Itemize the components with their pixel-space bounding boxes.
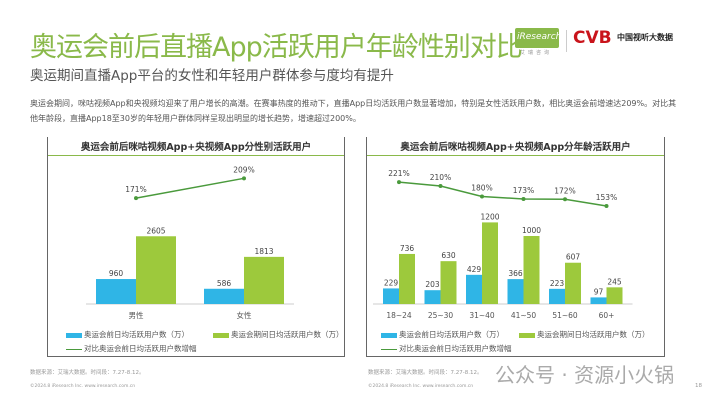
- bar-value-label: 1200: [480, 212, 499, 221]
- bar-before: [383, 288, 399, 304]
- category-label: 25~30: [428, 311, 454, 320]
- growth-label: 173%: [513, 186, 534, 195]
- page-number: 18: [695, 383, 702, 389]
- legend-before: 奥运会前日均活跃用户数（万）: [381, 329, 504, 340]
- bar-value-label: 1000: [522, 226, 541, 235]
- bar-during: [482, 222, 498, 304]
- bar-value-label: 429: [467, 265, 482, 274]
- bar-before: [507, 279, 524, 304]
- growth-point: [438, 184, 443, 188]
- growth-line: [398, 181, 607, 207]
- logo-divider: [566, 30, 567, 52]
- bar-during: [136, 236, 176, 304]
- bar-value-label: 366: [508, 269, 523, 278]
- category-label: 60+: [599, 311, 615, 320]
- bar-during: [440, 261, 457, 304]
- iresearch-logo-sub: 艾瑞咨询: [520, 50, 553, 56]
- bar-before: [590, 297, 607, 304]
- growth-label: 209%: [233, 165, 254, 174]
- source-note-left: 数据来源：艾瑞大数据。时间段：7.27-8.12。: [30, 370, 145, 376]
- chart-title: 奥运会前后咪咕视频App+央视频App分性别活跃用户: [80, 142, 312, 153]
- cvb-logo-text: 中国视听大数据: [617, 33, 673, 42]
- chart-title: 奥运会前后咪咕视频App+央视频App分年龄活跃用户: [400, 142, 631, 153]
- bar-during: [565, 262, 581, 304]
- bar-value-label: 630: [441, 251, 456, 260]
- bar-value-label: 2605: [146, 226, 165, 235]
- category-label: 51~60: [552, 311, 578, 320]
- watermark: 公众号 · 资源小火锅: [495, 363, 675, 387]
- growth-label: 172%: [554, 186, 575, 195]
- age-chart-panel: 奥运会前后咪咕视频App+央视频App分年龄活跃用户 229 736 18~24 20…: [366, 137, 665, 357]
- growth-label: 221%: [388, 169, 409, 178]
- bar-before: [549, 288, 565, 304]
- legend-growth: 对比奥运会前日均活跃用户数增幅: [66, 343, 197, 354]
- age-chart: 229 736 18~24 203 630 25~30 429 1200 31~40 366 100…: [373, 169, 633, 320]
- bar-value-label: 1813: [254, 247, 273, 256]
- cvb-logo: CVB: [573, 28, 612, 48]
- bar-value-label: 245: [607, 277, 622, 286]
- gender-chart: 960 2605 男性 586 1813 女性 171% 209%: [86, 165, 294, 320]
- growth-point: [242, 176, 246, 181]
- page-title: 奥运会前后直播App活跃用户年龄性别对比: [30, 32, 523, 63]
- growth-point: [480, 194, 484, 199]
- category-label: 41~50: [511, 311, 537, 320]
- gender-chart-panel: 奥运会前后咪咕视频App+央视频App分性别活跃用户 960 2605 男性 586 1…: [47, 137, 345, 357]
- bar-value-label: 203: [425, 280, 440, 289]
- title-divider: [48, 155, 344, 156]
- growth-point: [397, 180, 401, 185]
- bar-value-label: 960: [109, 269, 124, 278]
- body-text: 奥运会期间，咪咕视频App和央视频均迎来了用户增长的高潮。在赛事热度的推动下，直…: [30, 99, 677, 123]
- growth-label: 180%: [471, 184, 492, 193]
- growth-label: 153%: [596, 193, 617, 202]
- bar-value-label: 586: [217, 279, 232, 288]
- legend-growth: 对比奥运会前日均活跃用户数增幅: [381, 343, 512, 354]
- bar-before: [96, 279, 136, 304]
- copyright-left: ©2024.8 iResearch Inc. www.iresearch.com…: [30, 384, 136, 389]
- bar-value-label: 607: [566, 253, 581, 262]
- growth-point: [563, 197, 567, 202]
- category-label: 18~24: [386, 311, 412, 320]
- growth-point: [521, 196, 526, 201]
- bar-value-label: 97: [594, 287, 604, 296]
- bar-value-label: 223: [550, 279, 565, 288]
- bar-during: [523, 236, 540, 304]
- legend-during: 奥运会期间日均活跃用户数（万）: [519, 329, 650, 340]
- growth-label: 171%: [125, 185, 146, 194]
- bar-during: [244, 256, 284, 304]
- source-note-right: 数据来源：艾瑞大数据。时间段：7.27-8.12。: [368, 370, 483, 376]
- iresearch-logo: iResearch: [515, 28, 561, 48]
- legend-during: 奥运会期间日均活跃用户数（万）: [213, 329, 344, 340]
- growth-line: [135, 177, 245, 199]
- legend-before: 奥运会前日均活跃用户数（万）: [66, 329, 189, 340]
- copyright-right: ©2024.8 iResearch Inc. www.iresearch.com…: [368, 384, 474, 389]
- bar-during: [399, 253, 415, 304]
- category-label: 31~40: [469, 311, 495, 320]
- growth-point: [604, 203, 609, 208]
- category-label: 男性: [129, 310, 144, 320]
- growth-label: 210%: [430, 173, 451, 182]
- category-label: 女性: [237, 310, 252, 320]
- page-subtitle: 奥运期间直播App平台的女性和年轻用户群体参与度均有提升: [30, 68, 394, 84]
- bar-value-label: 736: [400, 244, 415, 253]
- title-divider: [367, 155, 664, 156]
- bar-value-label: 229: [384, 278, 399, 287]
- growth-point: [134, 196, 138, 201]
- bar-before: [466, 274, 482, 304]
- bar-before: [204, 288, 244, 304]
- bar-before: [424, 290, 441, 304]
- bar-during: [606, 287, 623, 304]
